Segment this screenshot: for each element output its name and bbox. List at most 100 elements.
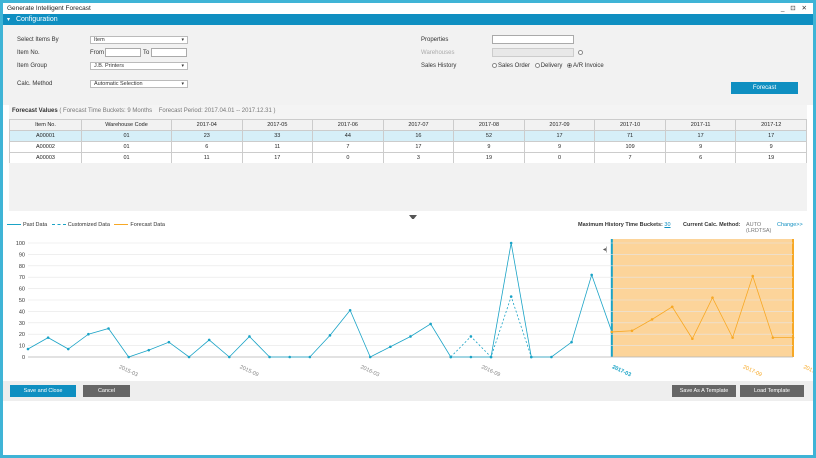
past-data-point [66, 347, 70, 351]
legend-forecast: Forecast Data [130, 222, 165, 228]
table-cell[interactable]: 109 [594, 141, 666, 153]
table-cell[interactable]: 17 [382, 141, 455, 153]
column-header[interactable]: 2017-05 [241, 119, 314, 131]
load-template-button[interactable]: Load Template [740, 385, 804, 397]
past-data-point [87, 332, 90, 336]
table-cell[interactable]: 0 [523, 152, 596, 164]
column-header[interactable]: 2017-08 [453, 119, 525, 131]
table-cell[interactable]: A00001 [9, 130, 82, 142]
past-data-point [489, 355, 493, 359]
table-cell[interactable]: 33 [241, 130, 314, 142]
column-header[interactable]: 2017-11 [664, 119, 737, 131]
splitter-arrow-icon[interactable] [409, 215, 417, 220]
history-forecast-chart: ◂| 0 10 20 30 40 50 60 70 80 90 100 2015-03 2015-09 20… [16, 239, 813, 378]
sales-history-options[interactable]: Sales Order Delivery A/R Invoice [492, 63, 604, 69]
configuration-header[interactable]: ▾ Configuration [3, 14, 813, 25]
table-cell[interactable]: 17 [523, 130, 596, 142]
table-row[interactable]: A00002 01 6 11 7 17 9 9 109 9 9 [9, 141, 807, 153]
table-cell[interactable]: 19 [453, 152, 525, 164]
past-data-point [429, 322, 432, 326]
column-header[interactable]: 2017-09 [523, 119, 596, 131]
table-cell[interactable]: 44 [312, 130, 384, 142]
table-cell[interactable]: 9 [664, 141, 737, 153]
forecast-data-point [711, 296, 714, 300]
column-header[interactable]: 2017-07 [382, 119, 455, 131]
delivery-radio[interactable] [534, 63, 540, 68]
past-data-point [107, 327, 110, 330]
max-history-label: Maximum History Time Buckets: [578, 222, 663, 228]
y-tick-label: 10 [19, 344, 25, 350]
max-history-info: Maximum History Time Buckets: 30 [578, 222, 671, 228]
save-template-button[interactable]: Save As A Template [672, 385, 736, 397]
table-cell[interactable]: 01 [81, 152, 172, 164]
change-link[interactable]: Change>> [777, 222, 803, 228]
forecast-data-point [751, 274, 755, 278]
table-cell[interactable]: 17 [664, 130, 737, 142]
table-cell[interactable]: 9 [453, 141, 525, 153]
column-header[interactable]: 2017-12 [735, 119, 807, 131]
table-row[interactable]: A00001 01 23 33 44 16 52 17 71 17 17 [9, 130, 807, 142]
y-tick-label: 90 [19, 252, 25, 258]
empty-area [9, 163, 807, 211]
table-cell[interactable]: 52 [453, 130, 525, 142]
select-items-by-dropdown[interactable]: Item [90, 36, 188, 44]
x-tick-label: 2017-12 [802, 364, 813, 378]
table-cell[interactable]: 23 [171, 130, 243, 142]
table-cell[interactable]: 9 [735, 141, 807, 153]
calc-method-dropdown[interactable]: Automatic Selection [90, 80, 188, 88]
item-group-dropdown[interactable]: J.B. Printers [90, 62, 188, 70]
item-group-label: Item Group [17, 63, 48, 69]
table-cell[interactable]: 6 [664, 152, 737, 164]
table-body: A00001 01 23 33 44 16 52 17 71 17 17 A00002 01 6 11 7 17… [9, 130, 807, 164]
forecast-table: Item No. Warehouse Code 2017-04 2017-05 2017… [9, 119, 807, 164]
table-cell[interactable]: 7 [594, 152, 666, 164]
table-cell[interactable]: 7 [312, 141, 384, 153]
past-data-point [509, 241, 513, 245]
save-close-button[interactable]: Save and Close [10, 385, 76, 397]
column-header[interactable]: Warehouse Code [81, 119, 172, 131]
configuration-panel: Select Items By Item Item No. From To It… [3, 25, 813, 105]
sales-order-radio[interactable] [492, 63, 497, 68]
y-tick-label: 70 [19, 275, 25, 281]
column-header[interactable]: 2017-04 [171, 119, 243, 131]
table-cell[interactable]: A00002 [9, 141, 82, 153]
table-cell[interactable]: 17 [241, 152, 314, 164]
item-to-input[interactable] [151, 48, 187, 57]
current-calc-value-box: AUTO (LRDTSA) [746, 222, 771, 234]
table-cell[interactable]: 01 [81, 141, 172, 153]
table-cell[interactable]: 71 [594, 130, 666, 142]
past-data-point [449, 355, 453, 359]
window-title: Generate Intelligent Forecast [7, 5, 91, 12]
chart-area: Past Data Customized Data Forecast Data … [3, 219, 813, 381]
table-cell[interactable]: 17 [735, 130, 807, 142]
table-row[interactable]: A00003 01 11 17 0 3 19 0 7 6 19 [9, 152, 807, 164]
column-header[interactable]: 2017-06 [312, 119, 384, 131]
table-cell[interactable]: 9 [523, 141, 596, 153]
y-tick-label: 80 [19, 264, 25, 270]
table-cell[interactable]: 01 [81, 130, 172, 142]
table-cell[interactable]: 11 [171, 152, 243, 164]
drag-handle-icon: ◂| [603, 247, 608, 253]
table-cell[interactable]: 6 [171, 141, 243, 153]
window-controls[interactable]: _ ⊡ ✕ [780, 5, 809, 12]
item-from-input[interactable] [105, 48, 141, 57]
forecast-data-point [610, 330, 614, 334]
table-cell[interactable]: 3 [382, 152, 455, 164]
forecast-data-legend-swatch [114, 224, 129, 226]
warehouses-checkbox[interactable] [578, 50, 583, 55]
forecast-button[interactable]: Forecast [731, 82, 798, 94]
column-header[interactable]: Item No. [9, 119, 82, 131]
ar-invoice-radio[interactable] [567, 63, 573, 68]
table-cell[interactable]: 19 [735, 152, 807, 164]
column-header[interactable]: 2017-10 [594, 119, 666, 131]
configuration-label: Configuration [15, 16, 58, 23]
collapse-icon[interactable]: ▾ [7, 17, 11, 23]
forecast-data-point [630, 329, 634, 333]
properties-input[interactable] [492, 35, 574, 44]
cancel-button[interactable]: Cancel [83, 385, 130, 397]
max-history-value[interactable]: 30 [664, 222, 671, 228]
table-cell[interactable]: 16 [382, 130, 455, 142]
table-cell[interactable]: 0 [312, 152, 384, 164]
table-cell[interactable]: A00003 [9, 152, 82, 164]
table-cell[interactable]: 11 [241, 141, 314, 153]
